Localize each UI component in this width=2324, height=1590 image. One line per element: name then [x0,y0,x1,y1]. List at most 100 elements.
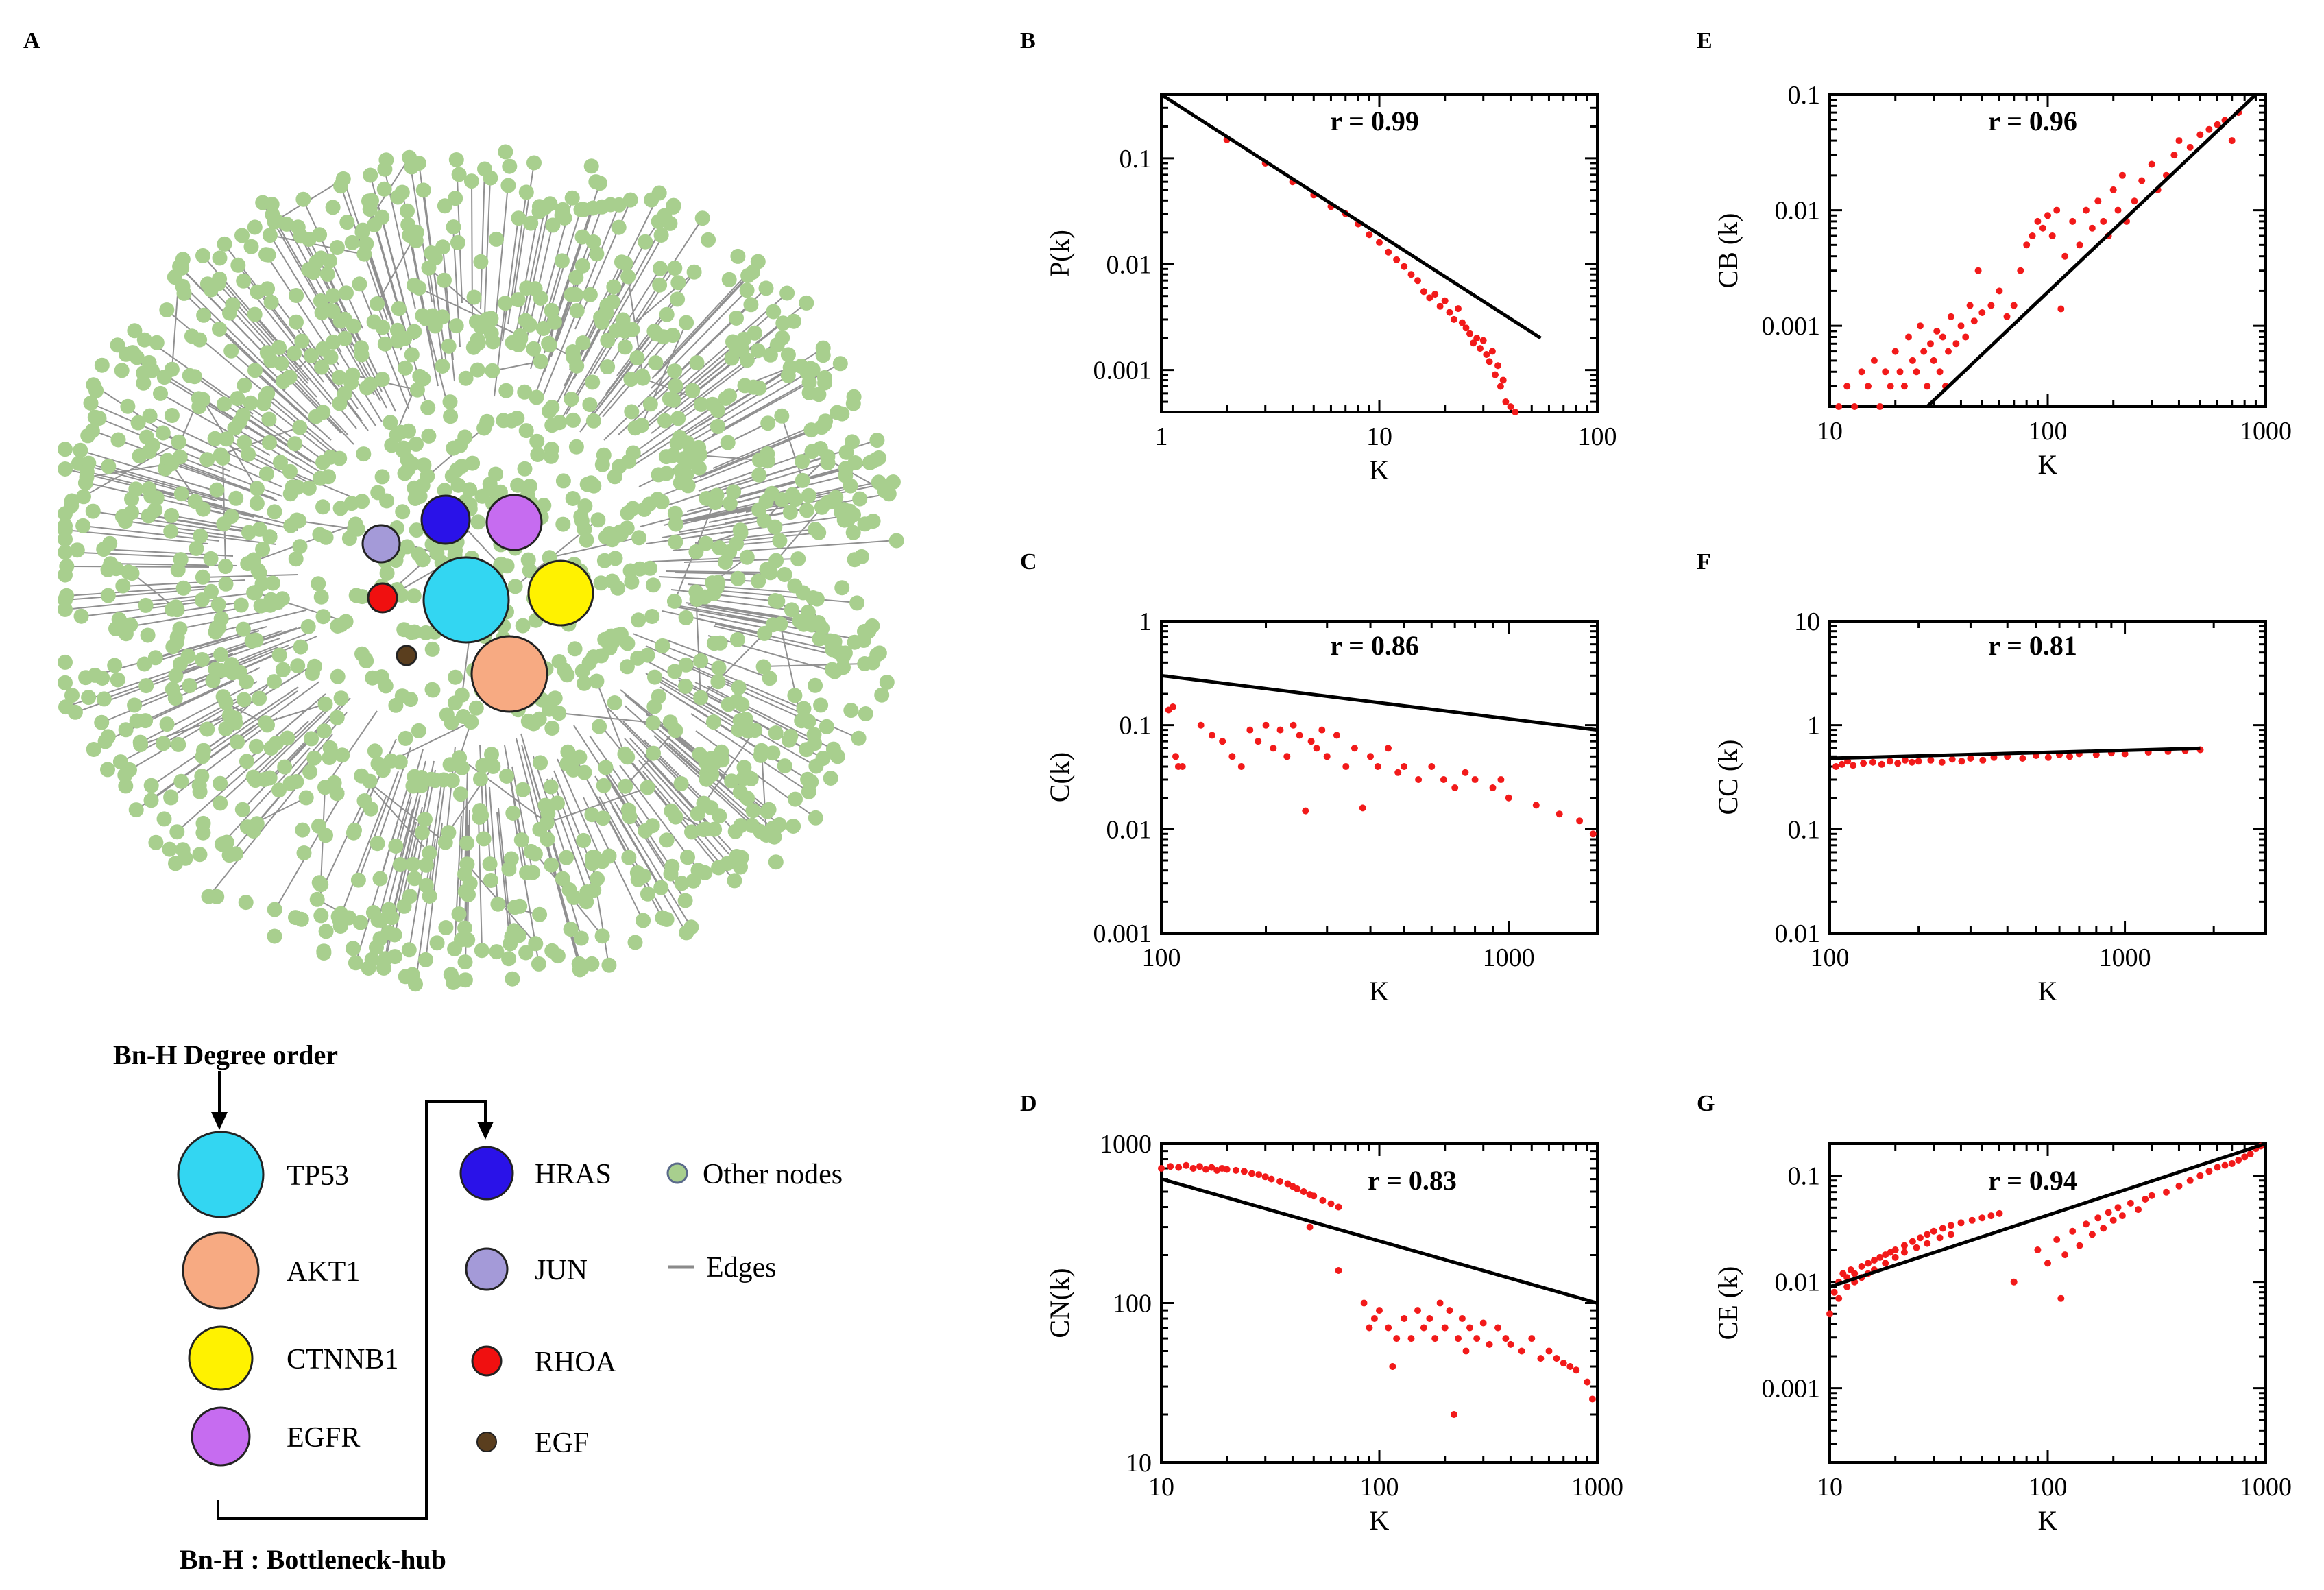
plot-f-data-point [1860,760,1867,767]
network-node [722,496,738,511]
plot-c-xtick-label: 100 [1142,943,1181,972]
plot-b-data-point [1436,302,1444,310]
plot-c-data-point [1197,721,1205,729]
network-node [710,674,726,690]
network-node [247,306,263,322]
network-node [219,431,234,447]
network-node [75,518,91,533]
plot-f-ytick-label: 1 [1807,712,1820,740]
network-node [603,197,618,213]
network-node [415,371,431,387]
plot-c-ytick-label: 0.01 [1106,815,1152,844]
plot-e-data-point [2100,217,2107,225]
network-node [86,377,101,393]
network-node [265,575,280,591]
network-node [261,411,277,427]
plot-g-xtick-label: 10 [1817,1473,1843,1502]
network-node [522,317,537,333]
network-node [59,558,75,574]
plot-b-data-point [1499,376,1507,384]
network-node [337,330,352,346]
network-node [726,484,742,500]
plot-g-data-point [2076,1242,2083,1249]
plot-g-r-value: r = 0.94 [1988,1165,2077,1196]
network-node [309,891,325,907]
network-node [376,960,391,976]
plot-c-data-point [1374,763,1381,770]
network-node [196,307,212,323]
plot-b: 1 10 100 0.001 0.01 0.1 K P(k) r = 0.99 [1044,93,1617,485]
network-node [227,420,243,436]
legend-label-egfr: EGFR [287,1422,360,1454]
network-node [714,752,730,768]
plot-c-data-point [1276,726,1284,734]
plot-g-data-point [1909,1238,1916,1245]
network-node [767,519,783,535]
plot-c-ytick-label: 0.1 [1119,712,1152,740]
network-node [777,758,792,774]
network-node [293,639,308,655]
network-node [807,736,823,751]
network-node [156,811,172,827]
network-node [653,261,668,276]
network-node [799,365,815,381]
network-node [379,493,395,509]
plot-d-xlabel: K [1370,1505,1390,1536]
network-node [705,714,721,730]
network-node [58,461,73,477]
plot-c-data-point [1415,776,1423,783]
network-node [659,306,675,322]
network-node [267,902,282,917]
plot-f-ylabel: CC (k) [1712,740,1743,815]
hub-node-egfr [485,494,543,551]
network-node [314,305,330,320]
network-node [268,213,284,228]
plot-b-data-point [1486,358,1493,365]
plot-g-data-point [1957,1219,1965,1227]
network-node [673,776,689,791]
plot-b-data-point [1458,319,1466,326]
plot-d-ytick-label: 10 [1126,1449,1152,1478]
network-graph [58,144,904,992]
plot-d-data-point [1573,1366,1580,1374]
plot-b-data-point [1479,337,1487,344]
plot-b-data-point [1512,409,1519,415]
plot-b-data-point [1441,297,1449,304]
network-node [85,503,101,519]
network-node [851,730,867,746]
plot-c-data-point [1451,784,1459,791]
network-node [799,503,814,518]
network-node [58,592,73,607]
network-node [618,778,633,794]
network-node [657,413,673,429]
network-node [365,905,381,920]
hub-node-tp53 [422,556,510,644]
network-node [73,608,89,624]
network-node [526,155,542,171]
network-node [138,597,154,613]
network-node [80,428,96,444]
network-node [217,236,232,252]
network-node [612,459,627,474]
plot-b-data-point [1414,277,1421,285]
plot-g-data-point [2118,1212,2126,1220]
hub-node-ctnnb1 [527,559,594,627]
plot-d-data-point [1479,1319,1487,1327]
network-node [159,716,175,732]
plot-f-data-point [1927,756,1935,764]
network-node [724,773,740,789]
plot-e: 10 100 1000 0.001 0.01 0.1 K CB (k) r = 0.96 [1712,81,2292,480]
network-node [361,961,376,976]
network-node [653,228,669,243]
plot-e-data-point [2088,224,2096,232]
network-node [248,738,264,754]
plot-e-data-point [1900,383,1908,390]
plot-e-ytick-label: 0.001 [1762,312,1821,341]
network-node [683,919,699,935]
network-node [212,322,227,337]
network-node [721,272,737,287]
plot-e-xtick-label: 10 [1817,417,1843,446]
network-node [470,514,486,530]
network-node [788,492,803,507]
